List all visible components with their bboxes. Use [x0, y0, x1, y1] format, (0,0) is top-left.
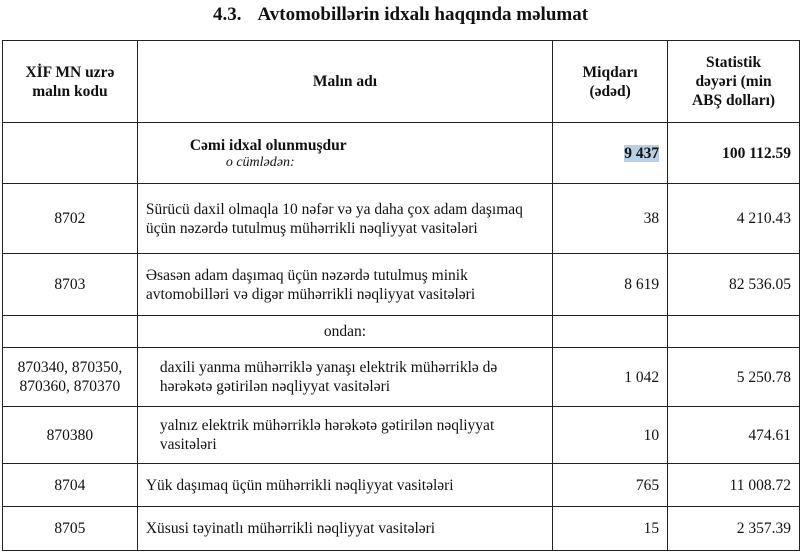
header-value: Statistik dəyəri (min ABŞ dolları)	[667, 40, 800, 123]
table-row: 8705 Xüsusi təyinatlı mühərrikli nəqliyy…	[2, 506, 800, 551]
import-table: XİF MN uzrə malın kodu Malın adı Miqdarı…	[2, 40, 800, 551]
page-title: 4.3. Avtomobillərin idxalı haqqında məlum…	[212, 4, 589, 25]
table-row: 870380 yalnız elektrik mühərriklə hərəkə…	[2, 406, 800, 464]
table-row: 870340, 870350, 870360, 870370 daxili ya…	[2, 347, 800, 407]
table-row: 8702 Sürücü daxil olmaqla 10 nəfər və ya…	[2, 183, 800, 254]
ondan-row: ondan:	[2, 315, 800, 348]
ondan-label: ondan:	[136, 315, 554, 348]
header-code: XİF MN uzrə malın kodu	[2, 40, 138, 123]
header-name: Malın adı	[136, 40, 554, 123]
header-quantity: Miqdarı (ədəd)	[552, 40, 669, 123]
total-row: Cəmi idxal olunmuşdur o cümlədən: 9 437 1…	[2, 122, 800, 184]
header-row: XİF MN uzrə malın kodu Malın adı Miqdarı…	[2, 40, 800, 123]
total-label: Cəmi idxal olunmuşdur	[189, 137, 347, 154]
table-row: 8704 Yük daşımaq üçün mühərrikli nəqliyy…	[2, 463, 800, 507]
total-quantity: 9 437	[624, 144, 660, 162]
total-value: 100 112.59	[667, 122, 800, 184]
total-sublabel: o cümlədən:	[225, 155, 295, 170]
table-row: 8703 Əsasən adam daşımaq üçün nəzərdə tu…	[2, 253, 800, 316]
